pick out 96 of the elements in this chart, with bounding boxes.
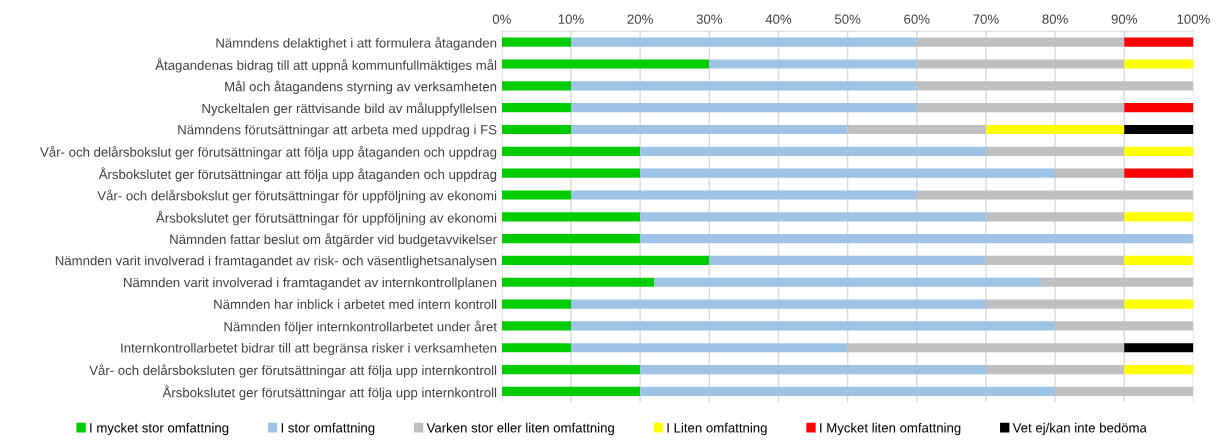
bar [847, 124, 986, 135]
bar [501, 255, 710, 266]
bar [501, 364, 641, 375]
bar [985, 364, 1125, 375]
bar [985, 146, 1125, 156]
bar [501, 146, 641, 156]
y-tick-label: Vår- och delårsbokslut ger förutsättningar för uppföljning av ekonomi [97, 189, 497, 204]
bar [571, 124, 848, 135]
x-tick-label: 0% [492, 14, 511, 24]
bar [916, 103, 1125, 113]
x-tick-label: 100% [1177, 14, 1210, 24]
bar [640, 212, 986, 222]
x-tick-label: 50% [834, 14, 861, 24]
bar [640, 168, 1056, 178]
x-tick-label: 60% [904, 14, 930, 24]
bar [501, 81, 571, 91]
legend-label: I Liten omfattning [667, 422, 767, 436]
bar [501, 59, 710, 69]
legend-label: Vet ej/kan inte bedöma [1012, 422, 1147, 436]
bar [709, 255, 986, 266]
x-tick-label: 40% [765, 14, 792, 24]
bar [1124, 146, 1194, 156]
y-tick-label: Nämndens förutsättningar att arbeta med uppdrag i FS [178, 124, 497, 138]
legend-label: I mycket stor omfattning [90, 422, 229, 436]
y-tick-label: Årsbokslutet ger förutsättningar att följa upp internkontroll [162, 385, 497, 400]
y-tick-label: Vår- och delårsboksluten ger förutsättningar att följa upp internkontroll [89, 364, 497, 378]
bar [501, 124, 571, 135]
bar [1124, 212, 1194, 222]
bar [501, 386, 641, 396]
bar [1055, 386, 1194, 396]
bar [501, 321, 571, 331]
bar [916, 37, 1125, 47]
bar [501, 212, 641, 222]
bar [640, 364, 986, 375]
x-tick-label: 90% [1111, 14, 1137, 24]
bar [501, 37, 571, 47]
bar [571, 321, 1056, 331]
bar [640, 146, 986, 156]
bar [1041, 277, 1194, 287]
y-tick-label: Internkontrollarbetet bidrar till att begränsa risker i verksamheten [121, 342, 497, 356]
legend-label: I stor omfattning [281, 422, 375, 436]
y-tick-label: Vår- och delårsbokslut ger förutsättningar att följa upp åtaganden och uppdrag [40, 146, 497, 160]
y-tick-label: Nämnden följer internkontrollarbetet under året [224, 320, 497, 334]
y-tick-label: Årsbokslutet ger förutsättningar för uppföljning av ekonomi [155, 211, 497, 226]
bar [1124, 255, 1194, 266]
bar [501, 190, 571, 200]
x-tick-label: 80% [1042, 14, 1068, 24]
bar [1124, 299, 1194, 309]
bar [1124, 168, 1194, 178]
y-tick-label: Mål och åtagandens styrning av verksamheten [225, 80, 497, 94]
bar [571, 37, 917, 47]
x-tick-label: 10% [558, 14, 584, 24]
y-tick-label: Nyckeltalen ger rättvisande bild av måluppfyllelsen [202, 102, 497, 116]
bar [501, 103, 571, 113]
bar [571, 103, 917, 113]
bar [985, 212, 1125, 222]
y-tick-label: Åtagandenas bidrag till att uppnå kommunfullmäktiges mål [155, 58, 497, 73]
bar [501, 168, 641, 178]
y-tick-label: Nämnden varit involverad i framtagandet av risk- och väsentlighetsanalysen [55, 255, 497, 268]
bar [1124, 59, 1194, 69]
bar [1124, 103, 1194, 113]
y-tick-label: Nämndens delaktighet i att formulera åtaganden [216, 36, 497, 51]
bar [640, 234, 1194, 244]
x-tick-label: 20% [627, 14, 653, 24]
bar [985, 299, 1125, 309]
bar [1124, 364, 1194, 375]
legend-label: Varken stor eller liten omfattning [426, 422, 614, 436]
bar [985, 255, 1125, 266]
bar [571, 343, 848, 353]
bar [1055, 168, 1125, 178]
bar [1055, 321, 1194, 331]
bar [916, 190, 1194, 200]
bar [501, 234, 641, 244]
x-tick-label: 70% [973, 14, 999, 24]
bar [501, 343, 571, 353]
bar [653, 277, 1042, 287]
bar [709, 59, 917, 69]
bar [1124, 124, 1194, 135]
y-tick-label: Nämnden har inblick i arbetet med intern kontroll [214, 299, 497, 309]
bar [985, 124, 1125, 135]
bar [571, 190, 917, 200]
bar [571, 81, 917, 91]
bar [1124, 343, 1194, 353]
y-tick-label: Nämnden fattar beslut om åtgärder vid budgetavvikelser [170, 233, 497, 247]
bar [1124, 37, 1194, 47]
x-tick-label: 30% [696, 14, 723, 24]
bar [501, 277, 654, 287]
bar [501, 299, 571, 309]
y-tick-label: Nämnden varit involverad i framtagandet av internkontrollplanen [124, 277, 497, 290]
bar [847, 343, 1125, 353]
legend-label: I Mycket liten omfattning [820, 422, 961, 436]
y-tick-label: Årsbokslutet ger förutsättningar att följa upp åtaganden och uppdrag [98, 167, 497, 182]
bar [916, 59, 1125, 69]
bar [916, 81, 1194, 91]
bar [640, 386, 1056, 396]
bar [571, 299, 986, 309]
